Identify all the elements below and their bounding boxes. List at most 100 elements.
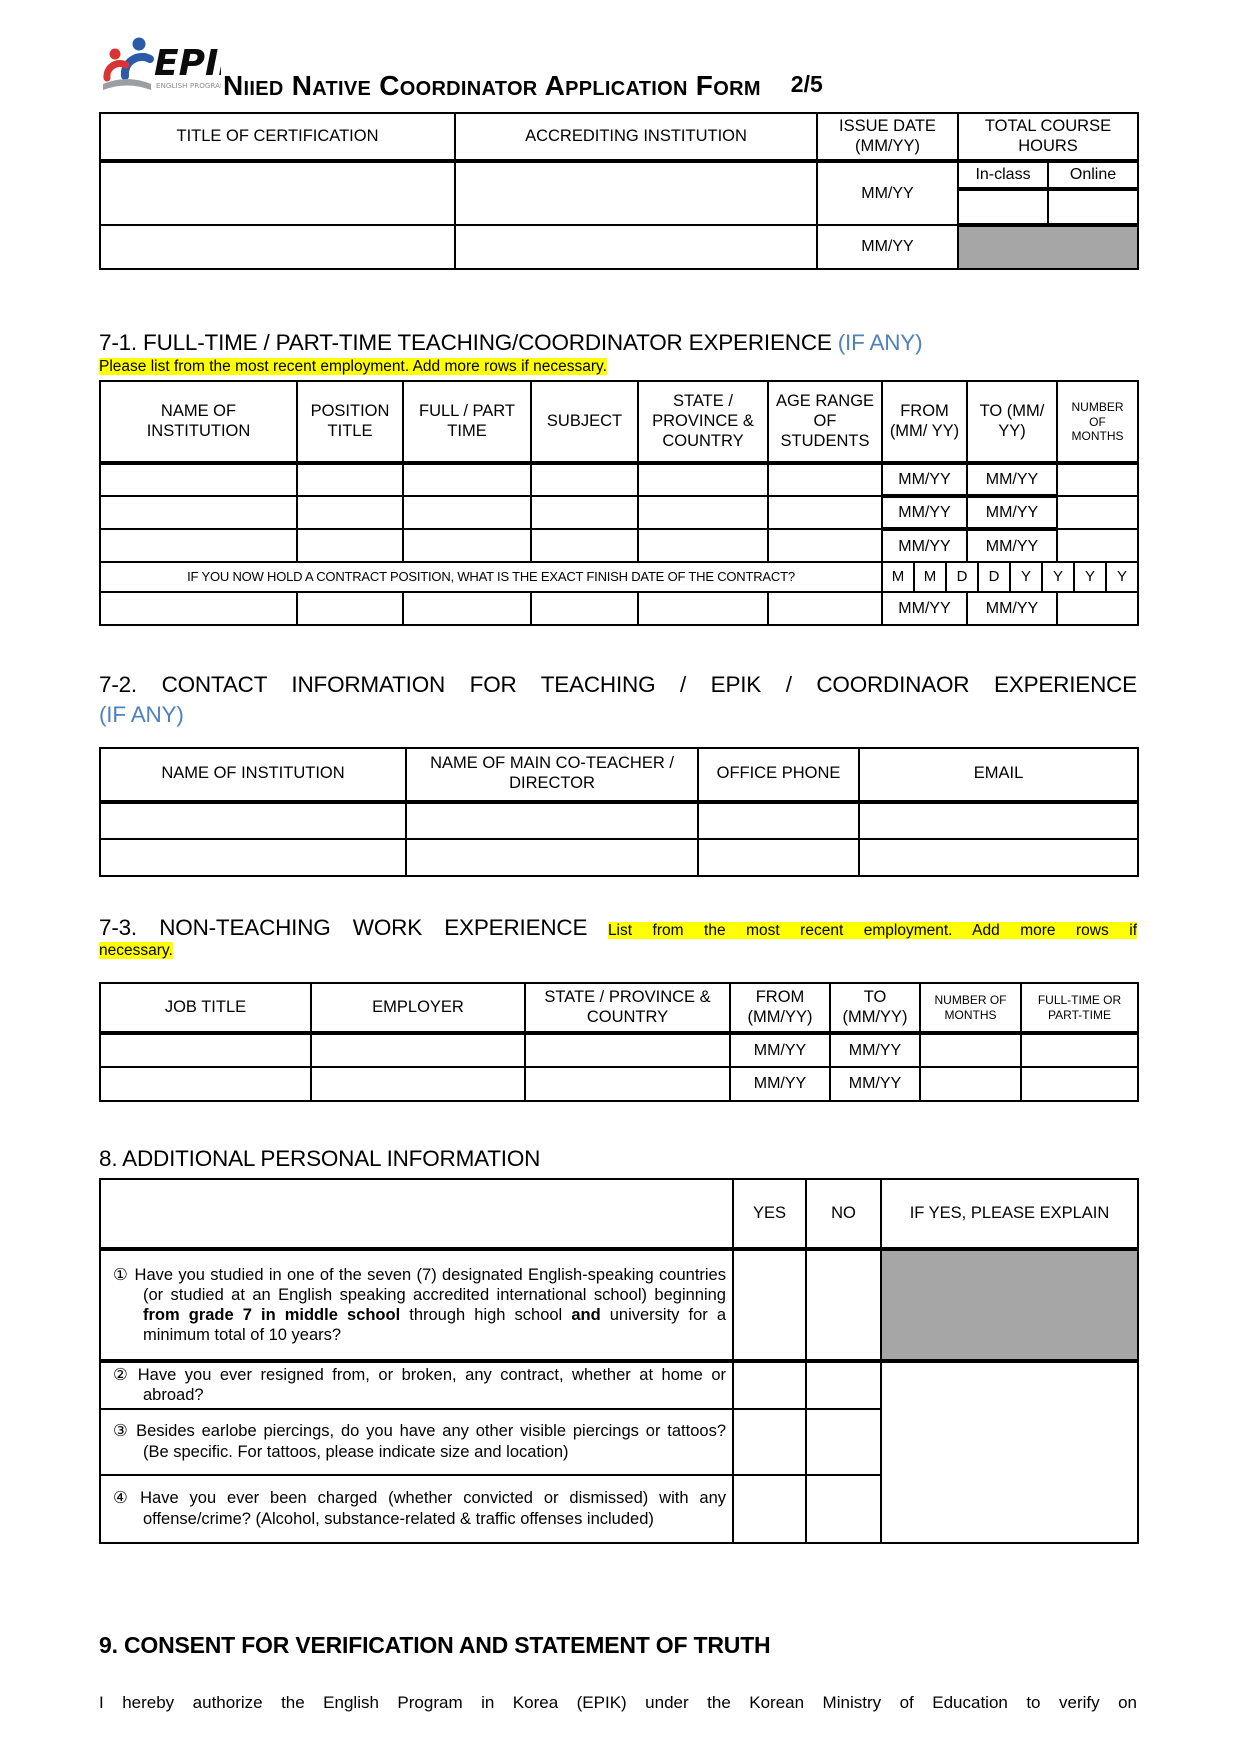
- question-1-text: Have you studied in one of the seven (7)…: [134, 1266, 726, 1305]
- cert-title-input-cell[interactable]: [99, 224, 456, 270]
- t8-q4-yes-cell[interactable]: [732, 1473, 807, 1544]
- t71-subject-input-cell[interactable]: [530, 462, 639, 498]
- consent-paragraph: I hereby authorize the English Program i…: [99, 1692, 1137, 1712]
- t71-to-placeholder[interactable]: MM/YY: [966, 528, 1058, 564]
- t71-state-input-cell[interactable]: [637, 591, 769, 627]
- cert-online-hours-input-cell[interactable]: [1046, 188, 1140, 227]
- t72-email-input-cell[interactable]: [858, 837, 1139, 877]
- t71-months-input-cell[interactable]: [1056, 462, 1139, 498]
- t8-q1-no-cell[interactable]: [805, 1248, 882, 1364]
- t72-institution-input-cell[interactable]: [99, 800, 407, 840]
- t71-full-part-input-cell[interactable]: [402, 528, 532, 564]
- t71-from-placeholder[interactable]: MM/YY: [881, 495, 968, 532]
- t73-state-input-cell[interactable]: [524, 1066, 731, 1102]
- finish-date-box-y3[interactable]: Y: [1073, 563, 1105, 592]
- t71-state-input-cell[interactable]: [637, 495, 769, 531]
- question-2-number: ②: [113, 1366, 132, 1385]
- t8-q1-yes-cell[interactable]: [732, 1248, 807, 1364]
- t71-subject-input-cell[interactable]: [530, 495, 639, 531]
- cert-issue-date-placeholder[interactable]: MM/YY: [816, 224, 959, 270]
- t8-explain-input-cell[interactable]: [880, 1360, 1139, 1544]
- t73-col-months: NUMBER OF MONTHS: [919, 982, 1022, 1035]
- page-number: 2/5: [790, 71, 823, 97]
- cert-in-class-hours-input-cell[interactable]: [957, 188, 1049, 227]
- t71-from-placeholder[interactable]: MM/YY: [881, 462, 968, 499]
- cert-institution-input-cell[interactable]: [454, 160, 818, 226]
- t72-phone-input-cell[interactable]: [697, 837, 860, 877]
- t8-col-yes: YES: [732, 1178, 807, 1252]
- form-header: EPIK ENGLISH PROGRAM IN KOREA Niied Nati…: [99, 37, 1137, 104]
- t71-age-range-input-cell[interactable]: [767, 591, 883, 627]
- t71-age-range-input-cell[interactable]: [767, 462, 883, 498]
- cert-col-title: TITLE OF CERTIFICATION: [99, 112, 456, 163]
- t71-full-part-input-cell[interactable]: [402, 495, 532, 531]
- t71-position-input-cell[interactable]: [296, 495, 404, 531]
- cert-institution-input-cell[interactable]: [454, 224, 818, 270]
- t71-finish-date-boxes[interactable]: M M D D Y Y Y Y: [881, 561, 1139, 594]
- t71-full-part-input-cell[interactable]: [402, 591, 532, 627]
- t71-months-input-cell[interactable]: [1056, 591, 1139, 627]
- t71-to-placeholder[interactable]: MM/YY: [966, 495, 1058, 532]
- finish-date-box-y2[interactable]: Y: [1041, 563, 1073, 592]
- t71-state-input-cell[interactable]: [637, 462, 769, 498]
- t71-months-input-cell[interactable]: [1056, 528, 1139, 564]
- t71-full-part-input-cell[interactable]: [402, 462, 532, 498]
- t71-months-input-cell[interactable]: [1056, 495, 1139, 531]
- cert-col-institution: ACCREDITING INSTITUTION: [454, 112, 818, 163]
- finish-date-box-m1[interactable]: M: [891, 568, 905, 586]
- t8-q4-no-cell[interactable]: [805, 1473, 882, 1544]
- cert-issue-date-placeholder[interactable]: MM/YY: [816, 160, 959, 226]
- t8-q3-yes-cell[interactable]: [732, 1407, 807, 1476]
- t71-subject-input-cell[interactable]: [530, 528, 639, 564]
- t71-from-placeholder[interactable]: MM/YY: [881, 528, 968, 564]
- t73-months-input-cell[interactable]: [919, 1066, 1022, 1102]
- finish-date-box-d2[interactable]: D: [977, 563, 1009, 592]
- t71-from-placeholder[interactable]: MM/YY: [881, 591, 968, 627]
- t71-institution-input-cell[interactable]: [99, 495, 298, 531]
- t71-col-state: STATE / PROVINCE & COUNTRY: [637, 380, 769, 466]
- t73-months-input-cell[interactable]: [919, 1032, 1022, 1068]
- section-7-1-note-row: Please list from the most recent employm…: [99, 358, 1137, 376]
- t71-age-range-input-cell[interactable]: [767, 528, 883, 564]
- t73-state-input-cell[interactable]: [524, 1032, 731, 1068]
- t73-employer-input-cell[interactable]: [310, 1032, 526, 1068]
- t71-to-placeholder[interactable]: MM/YY: [966, 462, 1058, 499]
- t73-full-part-input-cell[interactable]: [1020, 1066, 1139, 1102]
- t71-position-input-cell[interactable]: [296, 462, 404, 498]
- t72-institution-input-cell[interactable]: [99, 837, 407, 877]
- finish-date-box-m2[interactable]: M: [913, 563, 945, 592]
- t71-institution-input-cell[interactable]: [99, 591, 298, 627]
- t73-from-placeholder[interactable]: MM/YY: [729, 1066, 831, 1102]
- t8-question-header-empty: [99, 1178, 734, 1252]
- t73-from-placeholder[interactable]: MM/YY: [729, 1032, 831, 1068]
- t72-coteacher-input-cell[interactable]: [405, 837, 699, 877]
- t71-position-input-cell[interactable]: [296, 591, 404, 627]
- non-teaching-work-table: JOB TITLE EMPLOYER STATE / PROVINCE & CO…: [99, 982, 1139, 1102]
- t71-subject-input-cell[interactable]: [530, 591, 639, 627]
- t71-position-input-cell[interactable]: [296, 528, 404, 564]
- finish-date-box-y4[interactable]: Y: [1105, 563, 1137, 592]
- t72-coteacher-input-cell[interactable]: [405, 800, 699, 840]
- t71-institution-input-cell[interactable]: [99, 462, 298, 498]
- t73-full-part-input-cell[interactable]: [1020, 1032, 1139, 1068]
- finish-date-box-d1[interactable]: D: [945, 563, 977, 592]
- t73-job-title-input-cell[interactable]: [99, 1032, 312, 1068]
- t72-phone-input-cell[interactable]: [697, 800, 860, 840]
- t8-q2-yes-cell[interactable]: [732, 1360, 807, 1410]
- cert-title-input-cell[interactable]: [99, 160, 456, 226]
- t71-age-range-input-cell[interactable]: [767, 495, 883, 531]
- t72-email-input-cell[interactable]: [858, 800, 1139, 840]
- page-content: EPIK ENGLISH PROGRAM IN KOREA Niied Nati…: [99, 37, 1140, 1712]
- t73-job-title-input-cell[interactable]: [99, 1066, 312, 1102]
- t8-q2-no-cell[interactable]: [805, 1360, 882, 1410]
- t71-to-placeholder[interactable]: MM/YY: [966, 591, 1058, 627]
- t73-to-placeholder[interactable]: MM/YY: [829, 1032, 921, 1068]
- t73-to-placeholder[interactable]: MM/YY: [829, 1066, 921, 1102]
- t8-col-no: NO: [805, 1178, 882, 1252]
- t73-employer-input-cell[interactable]: [310, 1066, 526, 1102]
- t71-institution-input-cell[interactable]: [99, 528, 298, 564]
- t71-state-input-cell[interactable]: [637, 528, 769, 564]
- t71-col-position: POSITION TITLE: [296, 380, 404, 466]
- finish-date-box-y1[interactable]: Y: [1009, 563, 1041, 592]
- t8-q3-no-cell[interactable]: [805, 1407, 882, 1476]
